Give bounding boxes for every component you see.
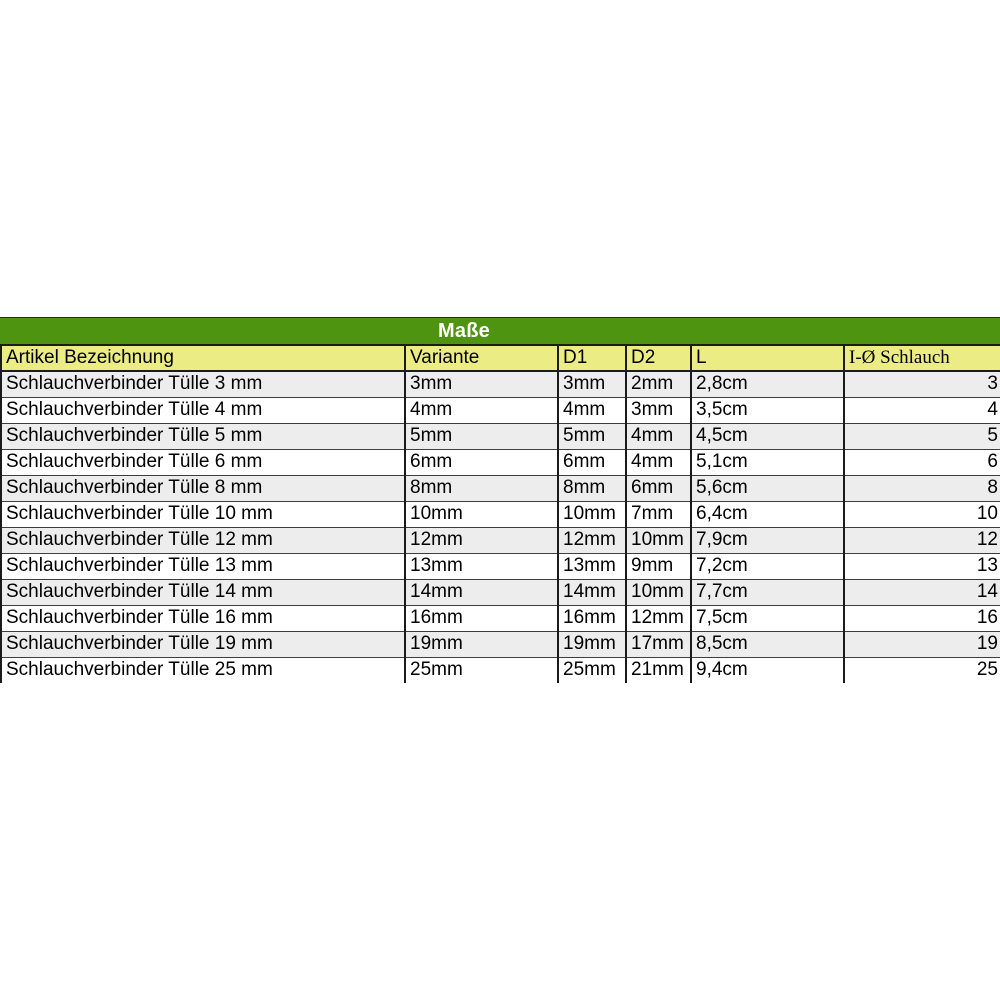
cell-artikel-bezeichnung: Schlauchverbinder Tülle 6 mm xyxy=(0,448,405,475)
table-row: Schlauchverbinder Tülle 8 mm 8mm 8mm 6mm 5,6… xyxy=(0,474,1000,501)
cell-artikel-bezeichnung: Schlauchverbinder Tülle 13 mm xyxy=(0,552,405,579)
column-header-artikel-bezeichnung: Artikel Bezeichnung xyxy=(0,344,405,372)
cell-d1: 16mm xyxy=(557,604,626,631)
table-row: Schlauchverbinder Tülle 4 mm 4mm 4mm 3mm 3,5… xyxy=(0,396,1000,423)
cell-d1: 5mm xyxy=(557,422,626,449)
cell-d2: 10mm xyxy=(625,526,691,553)
cell-artikel-bezeichnung: Schlauchverbinder Tülle 19 mm xyxy=(0,630,405,657)
cell-i-schlauch: 10 xyxy=(843,500,1000,527)
cell-artikel-bezeichnung: Schlauchverbinder Tülle 10 mm xyxy=(0,500,405,527)
cell-i-schlauch: 19 xyxy=(843,630,1000,657)
cell-l: 3,5cm xyxy=(690,396,844,423)
cell-artikel-bezeichnung: Schlauchverbinder Tülle 4 mm xyxy=(0,396,405,423)
table-row: Schlauchverbinder Tülle 14 mm 14mm 14mm 10m… xyxy=(0,578,1000,605)
cell-variante: 16mm xyxy=(404,604,558,631)
cell-i-schlauch: 16 xyxy=(843,604,1000,631)
cell-i-schlauch: 5 xyxy=(843,422,1000,449)
column-header-variante: Variante xyxy=(404,344,558,372)
cell-variante: 10mm xyxy=(404,500,558,527)
cell-d1: 8mm xyxy=(557,474,626,501)
cell-d2: 10mm xyxy=(625,578,691,605)
cell-d2: 7mm xyxy=(625,500,691,527)
cell-artikel-bezeichnung: Schlauchverbinder Tülle 12 mm xyxy=(0,526,405,553)
cell-d1: 12mm xyxy=(557,526,626,553)
table-row: Schlauchverbinder Tülle 5 mm 5mm 5mm 4mm 4,5… xyxy=(0,422,1000,449)
cell-artikel-bezeichnung: Schlauchverbinder Tülle 8 mm xyxy=(0,474,405,501)
dimensions-table: Artikel Bezeichnung Variante D1 D2 L I-Ø… xyxy=(0,344,1000,683)
column-header-l: L xyxy=(690,344,844,372)
cell-l: 8,5cm xyxy=(690,630,844,657)
cell-d1: 10mm xyxy=(557,500,626,527)
cell-l: 6,4cm xyxy=(690,500,844,527)
cell-artikel-bezeichnung: Schlauchverbinder Tülle 25 mm xyxy=(0,656,405,683)
table-row: Schlauchverbinder Tülle 25 mm 25mm 25mm 21m… xyxy=(0,656,1000,683)
cell-d1: 19mm xyxy=(557,630,626,657)
cell-l: 9,4cm xyxy=(690,656,844,683)
column-header-d1: D1 xyxy=(557,344,626,372)
cell-l: 5,1cm xyxy=(690,448,844,475)
cell-variante: 8mm xyxy=(404,474,558,501)
cell-d1: 3mm xyxy=(557,370,626,397)
cell-d1: 14mm xyxy=(557,578,626,605)
cell-d2: 4mm xyxy=(625,448,691,475)
table-row: Schlauchverbinder Tülle 12 mm 12mm 12mm 10m… xyxy=(0,526,1000,553)
table-row: Schlauchverbinder Tülle 13 mm 13mm 13mm 9mm… xyxy=(0,552,1000,579)
cell-i-schlauch: 13 xyxy=(843,552,1000,579)
table-header-row: Artikel Bezeichnung Variante D1 D2 L I-Ø… xyxy=(0,344,1000,372)
cell-l: 7,9cm xyxy=(690,526,844,553)
cell-i-schlauch: 3 xyxy=(843,370,1000,397)
column-header-d2: D2 xyxy=(625,344,691,372)
cell-d2: 9mm xyxy=(625,552,691,579)
table-row: Schlauchverbinder Tülle 10 mm 10mm 10mm 7mm… xyxy=(0,500,1000,527)
table-body: Schlauchverbinder Tülle 3 mm 3mm 3mm 2mm 2,8… xyxy=(0,370,1000,683)
cell-l: 7,5cm xyxy=(690,604,844,631)
cell-artikel-bezeichnung: Schlauchverbinder Tülle 14 mm xyxy=(0,578,405,605)
cell-variante: 12mm xyxy=(404,526,558,553)
cell-d2: 17mm xyxy=(625,630,691,657)
cell-variante: 6mm xyxy=(404,448,558,475)
cell-d2: 3mm xyxy=(625,396,691,423)
cell-l: 7,7cm xyxy=(690,578,844,605)
cell-d2: 2mm xyxy=(625,370,691,397)
cell-d1: 6mm xyxy=(557,448,626,475)
cell-d1: 25mm xyxy=(557,656,626,683)
cell-i-schlauch: 12 xyxy=(843,526,1000,553)
measurements-table: Maße Artikel Bezeichnung Variante D1 D2 … xyxy=(0,317,1000,683)
cell-d2: 21mm xyxy=(625,656,691,683)
table-row: Schlauchverbinder Tülle 19 mm 19mm 19mm 17m… xyxy=(0,630,1000,657)
cell-i-schlauch: 25 xyxy=(843,656,1000,683)
cell-i-schlauch: 14 xyxy=(843,578,1000,605)
cell-d1: 13mm xyxy=(557,552,626,579)
cell-variante: 19mm xyxy=(404,630,558,657)
cell-d2: 4mm xyxy=(625,422,691,449)
cell-artikel-bezeichnung: Schlauchverbinder Tülle 3 mm xyxy=(0,370,405,397)
cell-artikel-bezeichnung: Schlauchverbinder Tülle 16 mm xyxy=(0,604,405,631)
cell-l: 7,2cm xyxy=(690,552,844,579)
cell-d1: 4mm xyxy=(557,396,626,423)
cell-i-schlauch: 4 xyxy=(843,396,1000,423)
cell-variante: 25mm xyxy=(404,656,558,683)
cell-l: 4,5cm xyxy=(690,422,844,449)
cell-i-schlauch: 8 xyxy=(843,474,1000,501)
cell-variante: 13mm xyxy=(404,552,558,579)
table-row: Schlauchverbinder Tülle 3 mm 3mm 3mm 2mm 2,8… xyxy=(0,370,1000,397)
column-header-i-schlauch: I-Ø Schlauch xyxy=(843,344,1000,372)
cell-variante: 5mm xyxy=(404,422,558,449)
table-title: Maße xyxy=(438,319,490,342)
cell-l: 5,6cm xyxy=(690,474,844,501)
cell-i-schlauch: 6 xyxy=(843,448,1000,475)
cell-d2: 12mm xyxy=(625,604,691,631)
cell-variante: 3mm xyxy=(404,370,558,397)
cell-l: 2,8cm xyxy=(690,370,844,397)
cell-variante: 4mm xyxy=(404,396,558,423)
cell-d2: 6mm xyxy=(625,474,691,501)
cell-variante: 14mm xyxy=(404,578,558,605)
table-row: Schlauchverbinder Tülle 16 mm 16mm 16mm 12m… xyxy=(0,604,1000,631)
table-title-bar: Maße xyxy=(0,317,1000,344)
table-row: Schlauchverbinder Tülle 6 mm 6mm 6mm 4mm 5,1… xyxy=(0,448,1000,475)
cell-artikel-bezeichnung: Schlauchverbinder Tülle 5 mm xyxy=(0,422,405,449)
